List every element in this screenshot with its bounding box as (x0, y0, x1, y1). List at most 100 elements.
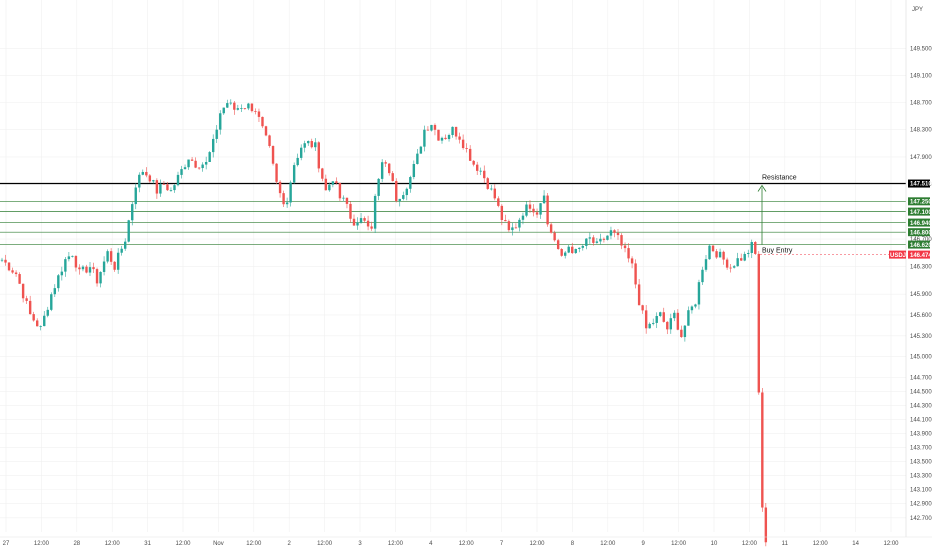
candle-body (215, 129, 218, 139)
candle-body (419, 146, 423, 154)
time-axis[interactable]: 27 12:00 28 12:00 31 12:00 Nov 12:00 2 12:00 3 12:0… (0, 536, 932, 547)
y-tick-label: 146.700 (910, 237, 932, 243)
candle-body (511, 227, 514, 231)
level-price-badge (908, 228, 930, 237)
candle-body (683, 325, 687, 338)
candle-body (433, 124, 437, 130)
candle-body (28, 300, 32, 315)
candle-body (106, 251, 109, 262)
candle-body (285, 202, 289, 205)
candle-body (764, 507, 768, 543)
candle-body (148, 175, 152, 182)
candle-body (36, 320, 39, 327)
candle-body (338, 182, 342, 199)
candle-body (704, 259, 708, 270)
price-axis-bg (906, 0, 932, 550)
y-tick-label: 143.700 (910, 445, 932, 451)
x-tick-label: 7 (500, 541, 504, 547)
candle-body (292, 165, 296, 183)
candle-body (483, 170, 486, 179)
level-price-badge (908, 240, 930, 249)
x-tick-label: 28 (73, 541, 80, 547)
candle-body (7, 262, 11, 271)
candle-body (74, 255, 78, 268)
candle-body (57, 275, 60, 289)
candle-body (324, 178, 328, 191)
candle-body (687, 310, 690, 326)
candle-body (669, 318, 672, 330)
currency-label: JPY (912, 7, 923, 13)
symbol-badge (889, 250, 906, 259)
candle-body (571, 246, 574, 254)
level-price-label: 146.800 (910, 230, 932, 236)
candle-body (359, 218, 363, 223)
candle-body (257, 111, 261, 117)
price-axis[interactable]: 149.500 149.100 148.700 148.300 147.900 147.5… (889, 0, 932, 550)
candle-body (574, 248, 577, 254)
candle-body (595, 241, 599, 243)
x-tick-label: 12:00 (246, 541, 262, 547)
candle-body (497, 198, 500, 206)
candle-body (549, 224, 553, 233)
target-arrow-head (757, 184, 767, 192)
candle-body (732, 266, 736, 268)
x-tick-label: 12:00 (34, 541, 50, 547)
candle-body (14, 272, 18, 275)
candle-body (180, 169, 183, 175)
candle-body (366, 220, 370, 227)
candle-body (398, 198, 401, 202)
candle-body (127, 220, 130, 242)
candle-body (226, 103, 229, 108)
candle-body (630, 258, 634, 264)
candle-body (623, 245, 627, 249)
candle-body (567, 246, 570, 253)
candle-body (423, 129, 426, 147)
candle-body (131, 204, 134, 221)
level-price-badge (908, 179, 930, 188)
candle-body (458, 136, 461, 140)
candle-body (345, 197, 349, 204)
candle-body (159, 183, 162, 194)
y-tick-label: 149.100 (910, 73, 932, 79)
candle-body (680, 329, 683, 338)
candle-body (240, 108, 243, 109)
candle-body (92, 267, 95, 270)
x-tick-label: 9 (642, 541, 646, 547)
candle-body (261, 116, 264, 127)
candle-body (634, 263, 637, 285)
candle-body (173, 185, 176, 191)
x-tick-label: 12:00 (317, 541, 333, 547)
x-tick-label: 11 (782, 541, 789, 547)
candle-body (616, 232, 620, 236)
candle-body (314, 142, 317, 148)
candle-body (46, 309, 49, 316)
candle-body (278, 181, 282, 194)
candle-body (620, 235, 623, 246)
candle-body (606, 235, 609, 240)
candle-body (535, 212, 539, 215)
candle-body (32, 314, 35, 321)
x-tick-label: 2 (288, 541, 292, 547)
candle-body (666, 321, 669, 330)
y-tick-label: 143.500 (910, 459, 932, 465)
level-price-badge (908, 207, 930, 216)
candle-body (229, 102, 232, 104)
candle-body (138, 174, 141, 188)
candle-body (676, 312, 680, 330)
candle-body (479, 170, 482, 172)
candle-body (176, 174, 180, 186)
current-price-label: 146.474 (910, 253, 932, 259)
candle-body (190, 159, 194, 161)
candle-body (440, 137, 444, 141)
resistance-label: Resistance (762, 175, 797, 182)
x-tick-label: 8 (571, 541, 575, 547)
candle-body (416, 153, 419, 164)
x-tick-label: 3 (358, 541, 362, 547)
x-tick-label: 12:00 (459, 541, 475, 547)
candle-body (169, 190, 173, 191)
candle-body (725, 259, 729, 268)
candle-body (585, 238, 588, 246)
level-price-label: 146.940 (910, 221, 932, 227)
